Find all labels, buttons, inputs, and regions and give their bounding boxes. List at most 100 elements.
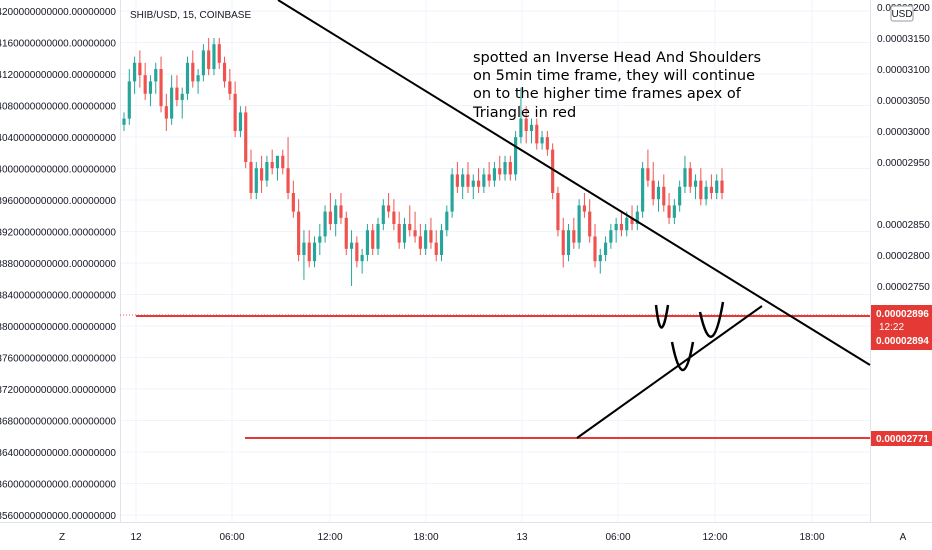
left-axis-tick-label: 44000000000000.00000000 bbox=[0, 165, 116, 176]
time-axis-tick-label: 18:00 bbox=[413, 532, 438, 543]
right-axis-tick-label: 0.00002750 bbox=[877, 282, 930, 293]
left-axis-tick-label: 43800000000000.00000000 bbox=[0, 322, 116, 333]
candle-body bbox=[170, 87, 174, 119]
last-price-tag bbox=[871, 305, 932, 350]
candle-body bbox=[365, 230, 370, 255]
grid-lines bbox=[120, 0, 870, 522]
candle-body bbox=[392, 211, 396, 224]
candle-body bbox=[588, 211, 592, 237]
candle-body bbox=[445, 211, 449, 231]
descending-trendline[interactable] bbox=[277, 0, 871, 366]
candle-countdown: 12:22 bbox=[879, 322, 904, 333]
candle-body bbox=[667, 205, 671, 218]
candle-body bbox=[344, 217, 348, 249]
candle-body bbox=[524, 118, 528, 131]
candle-body bbox=[260, 168, 264, 181]
left-price-axis[interactable] bbox=[0, 0, 120, 522]
candle-body bbox=[339, 205, 343, 218]
symbol-label[interactable]: SHIB/USD, 15, COINBASE bbox=[130, 10, 251, 21]
candle-body bbox=[408, 224, 412, 231]
candle-body bbox=[582, 205, 586, 212]
candle-body bbox=[249, 162, 253, 193]
auto-scale-button[interactable]: A bbox=[900, 532, 907, 543]
time-axis-tick-label: 12:00 bbox=[702, 532, 727, 543]
time-axis-tick-label: 12:00 bbox=[317, 532, 342, 543]
left-axis-tick-label: 44040000000000.00000000 bbox=[0, 133, 116, 144]
candle-body bbox=[254, 168, 258, 193]
support-price-tag bbox=[871, 431, 932, 446]
left-axis-labels: 44200000000000.00000000 44160000000000.00… bbox=[0, 7, 116, 522]
candle-body bbox=[693, 180, 698, 187]
ascending-trendline[interactable] bbox=[576, 305, 763, 439]
annotation-text: spotted an Inverse Head And Shoulders on… bbox=[472, 50, 766, 121]
candle-body bbox=[323, 211, 327, 237]
right-shoulder-curve bbox=[698, 301, 725, 338]
candle-body bbox=[709, 186, 714, 193]
candle-body bbox=[556, 193, 560, 231]
candle-body bbox=[148, 81, 153, 94]
candle-body bbox=[603, 242, 608, 255]
time-axis[interactable] bbox=[0, 522, 932, 550]
candle-body bbox=[471, 180, 475, 187]
left-axis-tick-label: 43960000000000.00000000 bbox=[0, 196, 116, 207]
candle-body bbox=[143, 75, 147, 94]
candle-body bbox=[593, 236, 597, 262]
candle-body bbox=[328, 211, 332, 224]
candle-body bbox=[487, 174, 491, 181]
candle-body bbox=[175, 87, 179, 100]
candle-body bbox=[334, 205, 338, 224]
right-axis-tick-label: 0.00003000 bbox=[877, 127, 930, 138]
candle-body bbox=[672, 205, 676, 218]
candle-body bbox=[376, 224, 380, 249]
candle-body bbox=[222, 62, 227, 82]
candle-body bbox=[349, 242, 354, 249]
candle-body bbox=[529, 124, 534, 131]
candle-body bbox=[545, 137, 549, 150]
candle-body bbox=[233, 93, 237, 131]
timezone-button[interactable]: Z bbox=[59, 532, 65, 543]
candle-body bbox=[572, 230, 576, 243]
candle-body bbox=[312, 242, 317, 262]
candle-body bbox=[619, 224, 624, 231]
left-axis-tick-label: 43600000000000.00000000 bbox=[0, 480, 116, 491]
candle-body bbox=[244, 112, 248, 162]
candle-body bbox=[641, 168, 645, 212]
candle-body bbox=[450, 174, 454, 212]
candle-body bbox=[360, 255, 364, 262]
candle-body bbox=[127, 81, 131, 119]
candle-body bbox=[540, 137, 544, 144]
candle-body bbox=[614, 224, 618, 231]
candle-body bbox=[566, 230, 571, 255]
candle-body bbox=[381, 205, 385, 224]
candle-body bbox=[191, 62, 195, 82]
candle-body bbox=[429, 230, 433, 243]
candle-body bbox=[577, 205, 581, 243]
left-axis-tick-label: 43840000000000.00000000 bbox=[0, 291, 116, 302]
support-price-value: 0.00002771 bbox=[876, 434, 929, 445]
candle-body bbox=[598, 255, 602, 262]
head-curve bbox=[670, 341, 695, 372]
time-axis-tick-label: 06:00 bbox=[605, 532, 630, 543]
candle-body bbox=[402, 224, 407, 243]
candle-body bbox=[307, 242, 311, 262]
left-axis-tick-label: 44200000000000.00000000 bbox=[0, 7, 116, 18]
candle-body bbox=[482, 174, 486, 187]
candle-body bbox=[207, 50, 211, 69]
candle-body bbox=[646, 168, 650, 181]
candle-body bbox=[185, 62, 190, 94]
candle-body bbox=[387, 205, 391, 212]
currency-badge[interactable] bbox=[890, 5, 914, 22]
right-axis-tick-label: 0.00003050 bbox=[877, 96, 930, 107]
right-axis-tick-label: 0.00002800 bbox=[877, 251, 930, 262]
candlestick-series bbox=[122, 38, 724, 286]
candle-body bbox=[630, 217, 634, 224]
candle-body bbox=[286, 168, 290, 193]
time-axis-tick-label: 06:00 bbox=[219, 532, 244, 543]
candle-body bbox=[651, 180, 655, 200]
candle-body bbox=[455, 174, 459, 187]
candle-body bbox=[418, 236, 422, 249]
candle-body bbox=[508, 162, 512, 175]
candle-body bbox=[196, 75, 200, 82]
candle-body bbox=[297, 211, 301, 255]
